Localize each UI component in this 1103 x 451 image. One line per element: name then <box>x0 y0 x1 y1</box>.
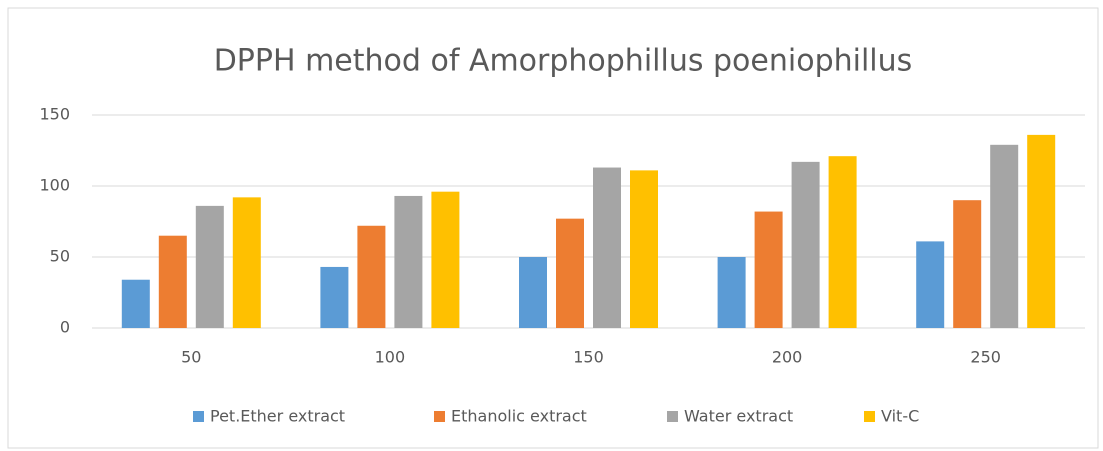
legend-label: Pet.Ether extract <box>210 407 345 426</box>
bar <box>593 167 621 328</box>
bar <box>121 279 150 328</box>
legend-label: Vit-C <box>881 407 919 426</box>
bar <box>828 156 857 328</box>
legend-label: Water extract <box>684 407 793 426</box>
bar <box>717 257 746 328</box>
bar <box>232 197 261 328</box>
bar <box>791 161 820 328</box>
x-tick-label: 250 <box>970 348 1001 367</box>
x-tick-label: 150 <box>573 348 604 367</box>
y-tick-label: 150 <box>39 105 70 124</box>
bar <box>754 211 783 328</box>
x-tick-label: 50 <box>181 348 201 367</box>
bar <box>195 205 224 328</box>
bar <box>630 170 658 328</box>
x-tick-label: 200 <box>772 348 803 367</box>
bar <box>953 200 982 328</box>
legend-swatch <box>434 411 445 422</box>
bar <box>158 235 187 328</box>
bar <box>990 144 1019 328</box>
bar <box>431 191 460 328</box>
y-tick-label: 0 <box>60 318 70 337</box>
legend-swatch <box>193 411 204 422</box>
y-tick-label: 50 <box>50 247 70 266</box>
x-tick-label: 100 <box>375 348 406 367</box>
legend-label: Ethanolic extract <box>451 407 587 426</box>
bar <box>556 218 584 328</box>
bar <box>320 266 349 328</box>
bar <box>394 195 423 328</box>
chart-frame <box>7 7 1099 449</box>
legend-swatch <box>864 411 875 422</box>
bar <box>357 225 386 328</box>
bar <box>519 257 547 328</box>
legend-swatch <box>667 411 678 422</box>
y-tick-label: 100 <box>39 176 70 195</box>
bar <box>916 241 945 328</box>
bar <box>1027 134 1056 328</box>
chart-title: DPPH method of Amorphophillus poeniophil… <box>214 44 913 79</box>
